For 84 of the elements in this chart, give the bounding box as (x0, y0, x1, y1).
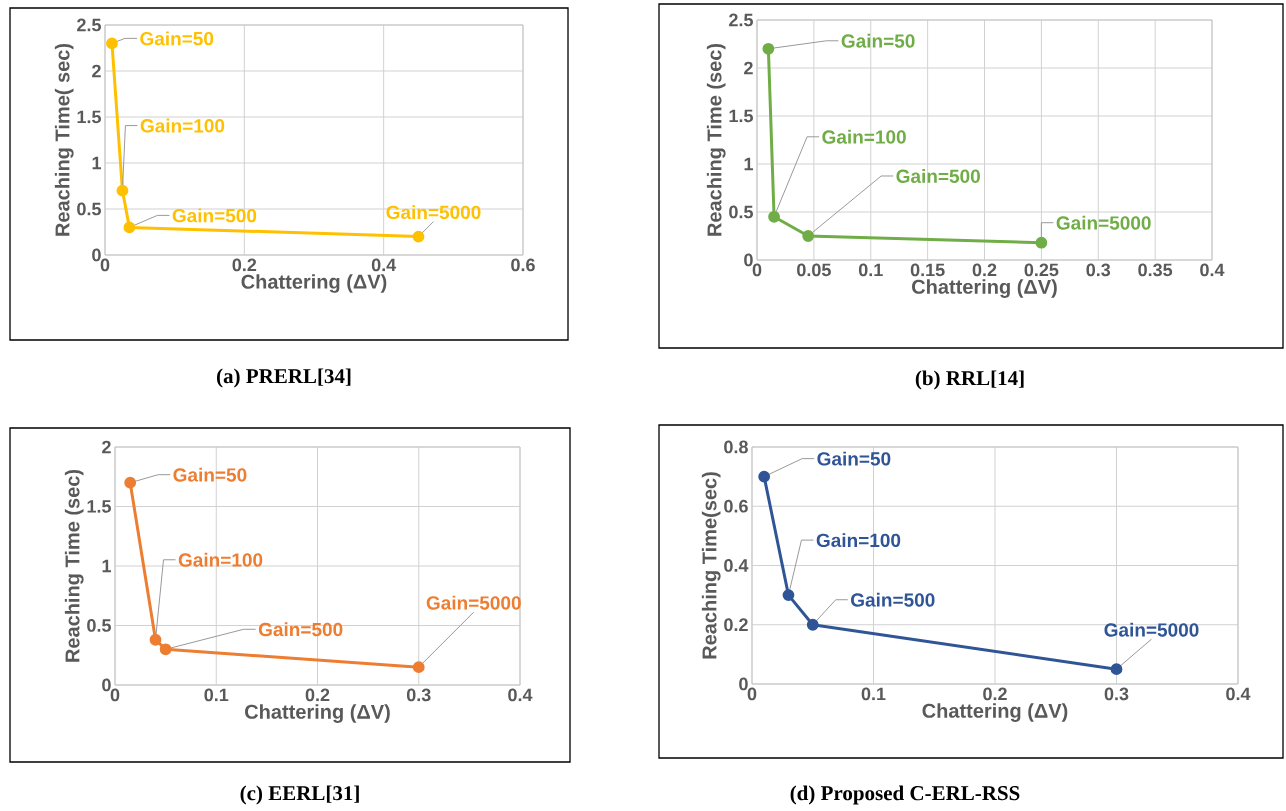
point (758, 470, 771, 483)
annotation: Gain=500 (896, 169, 980, 183)
annotation: Gain=100 (178, 552, 263, 567)
x-tick-label: 0.15 (910, 263, 945, 277)
y-tick-label: 0.8 (724, 440, 748, 454)
x-tick-label: 0.3 (1086, 263, 1111, 277)
y-tick-label: 0.5 (77, 202, 101, 216)
y-tick-label: 1.5 (87, 500, 111, 513)
x-tick-label: 0.05 (797, 263, 831, 277)
y-axis-title: Reaching Time( sec) (54, 43, 74, 236)
annotation: Gain=50 (140, 31, 214, 46)
point (782, 589, 795, 602)
y-tick-label: 2 (92, 64, 101, 78)
x-tick-label: 0.2 (983, 687, 1007, 701)
point (149, 633, 162, 646)
text: (b) RRL[14] (915, 370, 1024, 390)
y-tick-label: 1.5 (77, 110, 101, 124)
y-tick-label: 1.5 (729, 109, 753, 123)
x-tick-label: 0.4 (1226, 687, 1251, 701)
x-tick-label: 0.35 (1138, 263, 1173, 277)
point (768, 210, 780, 223)
point (159, 643, 172, 656)
y-tick-label: 1 (102, 559, 111, 573)
x-tick-label: 0.1 (861, 687, 886, 701)
point (116, 184, 129, 197)
point (412, 230, 425, 243)
point (1035, 236, 1048, 249)
annotation: Gain=5000 (1056, 215, 1151, 230)
annotation: Gain=5000 (386, 205, 481, 220)
annotation: Gain=5000 (1104, 622, 1199, 637)
y-tick-label: 0.5 (729, 205, 753, 219)
point (106, 37, 118, 50)
annotation: Gain=500 (851, 592, 935, 607)
y-tick-label: 0 (102, 678, 111, 692)
y-tick-label: 2 (744, 61, 753, 75)
point (123, 221, 136, 234)
y-tick-label: 2.5 (77, 18, 101, 32)
x-axis-title: Chattering (ΔV) (912, 279, 1057, 298)
point (1110, 663, 1123, 676)
annotation: Gain=100 (816, 533, 901, 548)
y-tick-label: 0.4 (724, 559, 749, 572)
y-tick-label: 0.2 (724, 618, 748, 632)
annotation: Gain=50 (173, 467, 247, 482)
y-tick-label: 0.5 (87, 619, 111, 632)
x-tick-label: 0.3 (406, 688, 431, 702)
y-tick-label: 1 (92, 156, 101, 170)
x-tick-label: 0.25 (1024, 263, 1059, 277)
annotation: Gain=100 (140, 118, 225, 133)
annotation: Gain=50 (817, 451, 891, 466)
y-tick-label: 1 (744, 157, 753, 171)
point (802, 230, 815, 242)
y-tick-label: 2.5 (729, 13, 753, 27)
text: (d) Proposed C-ERL-RSS (790, 785, 1020, 805)
x-axis-title: Chattering (ΔV) (241, 274, 387, 293)
x-tick-label: 0.2 (972, 263, 997, 277)
annotation: Gain=500 (258, 622, 343, 637)
x-tick-label: 0.1 (858, 263, 883, 277)
y-axis-title: Reaching Time (sec) (706, 43, 726, 236)
x-tick-label: 0.3 (1104, 687, 1129, 701)
y-tick-label: 0.6 (724, 499, 748, 513)
x-tick-label: 0.2 (305, 688, 330, 702)
text: (a) PRERL[34] (216, 368, 351, 388)
annotation: Gain=50 (841, 33, 915, 48)
x-tick-label: 0.4 (371, 258, 397, 272)
y-tick-label: 2 (102, 440, 111, 454)
annotation: Gain=5000 (426, 595, 521, 610)
x-tick-label: 0.2 (232, 258, 257, 272)
annotation: Gain=100 (822, 129, 906, 144)
x-tick-label: 0.4 (1200, 263, 1225, 277)
y-axis-title: Reaching Time (sec) (64, 469, 84, 662)
x-axis-title: Chattering (ΔV) (245, 704, 390, 723)
x-tick-label: 0.6 (511, 258, 535, 272)
x-axis-title: Chattering (ΔV) (922, 703, 1068, 722)
point (412, 661, 425, 674)
text: (c) EERL[31] (240, 785, 359, 805)
y-tick-label: 0 (739, 677, 748, 691)
x-tick-label: 0.1 (204, 688, 229, 702)
y-tick-label: 0 (92, 248, 101, 262)
point (762, 42, 775, 55)
annotation: Gain=500 (172, 208, 257, 223)
y-axis-title: Reaching Time(sec) (701, 472, 721, 659)
x-tick-label: 0.4 (508, 688, 533, 702)
point (806, 618, 819, 631)
point (124, 476, 137, 489)
